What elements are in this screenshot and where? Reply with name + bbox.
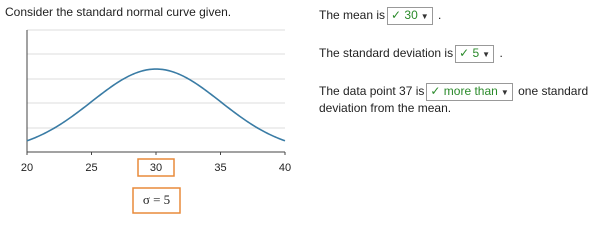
question-text: . [438,8,442,22]
grid [27,29,285,129]
x-tick-label: 35 [214,162,226,174]
chart: σ = 5 20 25 30 35 40 [21,29,291,214]
page: Consider the standard normal curve given… [5,5,589,214]
sigma-box [132,187,181,214]
question-text: The mean is [319,8,386,22]
question-1: The mean is ✓ 30 ▼ . [319,7,441,25]
answer: 30 [404,8,418,22]
x-tick-label: 30 [150,162,162,174]
question-text: one standard [518,84,589,98]
answer-dropdown[interactable]: ✓ more than ▼ [426,83,513,101]
answer-dropdown[interactable]: ✓ 30 ▼ [387,7,433,25]
question-3: The data point 37 is ✓ more than ▼ one sta… [319,83,588,115]
answer: more than [443,84,498,98]
question-text: . [499,46,503,60]
x-tick-label: 40 [279,162,291,174]
question-text: The data point 37 is [319,84,425,98]
x-tick-label: 25 [85,162,97,174]
question-2: The standard deviation is ✓ 5 ▼ . [319,45,503,63]
answer: 5 [472,46,480,60]
question-text: deviation from the mean. [319,101,452,115]
x-tick-label: 20 [21,162,33,174]
normal-curve [26,68,286,142]
answer-dropdown[interactable]: ✓ 5 ▼ [455,45,495,63]
highlight-box [137,158,175,177]
prompt: Consider the standard normal curve given… [5,5,232,19]
sigma-label: σ = 5 [143,192,170,207]
question-text: The standard deviation is [319,46,454,60]
